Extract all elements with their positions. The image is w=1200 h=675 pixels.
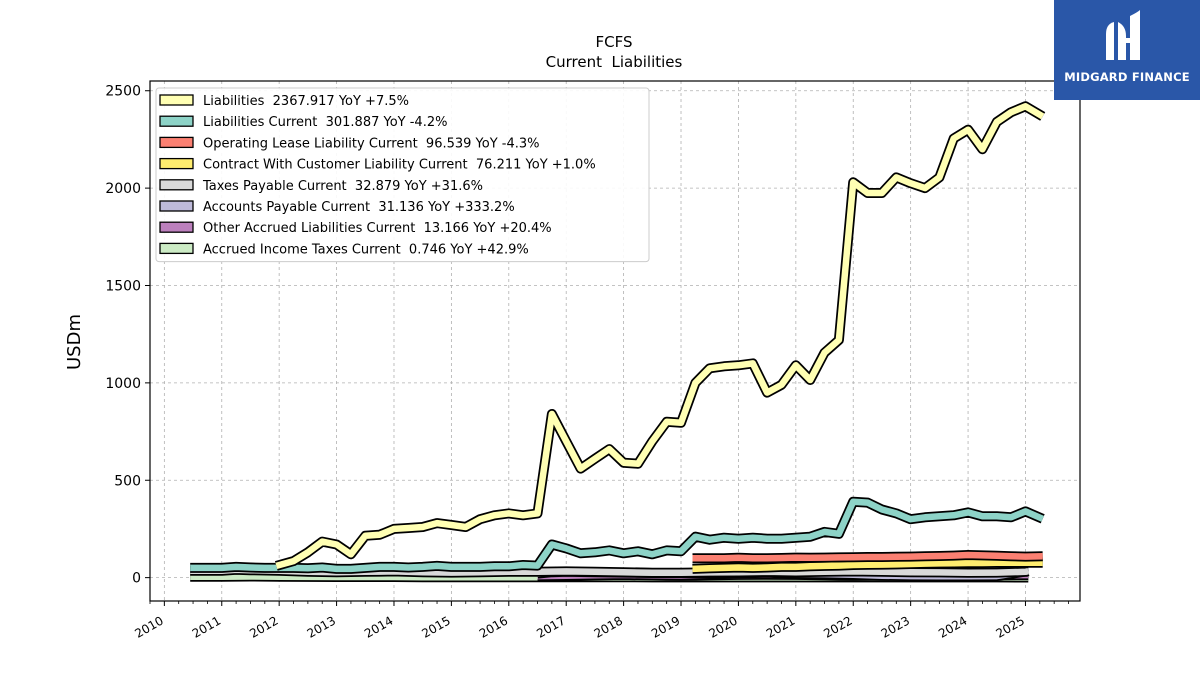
legend-swatch bbox=[159, 221, 194, 233]
legend-label: Operating Lease Liability Current 96.539… bbox=[203, 136, 540, 151]
legend-swatch bbox=[159, 94, 194, 106]
series-2 bbox=[692, 550, 1043, 564]
y-tick-label: 1000 bbox=[105, 376, 141, 392]
legend-label: Other Accrued Liabilities Current 13.166… bbox=[203, 221, 552, 236]
y-tick-label: 500 bbox=[114, 473, 141, 489]
legend-swatch bbox=[159, 179, 194, 191]
x-tick-label: 2016 bbox=[477, 613, 510, 640]
x-tick-label: 2011 bbox=[190, 613, 223, 640]
legend-swatch bbox=[159, 157, 194, 170]
x-tick-label: 2017 bbox=[534, 613, 567, 640]
brand-name: MIDGARD FINANCE bbox=[1064, 70, 1190, 84]
legend-label: Accrued Income Taxes Current 0.746 YoY +… bbox=[203, 242, 529, 257]
series-line bbox=[692, 559, 1043, 573]
legend-label: Accounts Payable Current 31.136 YoY +333… bbox=[203, 200, 515, 215]
series-line bbox=[190, 498, 1044, 573]
legend-swatch bbox=[159, 200, 194, 212]
legend-label: Liabilities 2367.917 YoY +7.5% bbox=[203, 94, 409, 109]
x-tick-label: 2013 bbox=[305, 613, 338, 640]
y-tick-label: 1500 bbox=[105, 278, 141, 294]
x-tick-label: 2025 bbox=[994, 613, 1027, 640]
series-line bbox=[692, 551, 1043, 562]
legend-box bbox=[155, 87, 650, 263]
y-tick-label: 2500 bbox=[105, 84, 141, 100]
x-tick-label: 2023 bbox=[879, 613, 912, 640]
x-tick-label: 2022 bbox=[821, 613, 854, 640]
mh-monogram-icon bbox=[1106, 10, 1140, 60]
x-tick-label: 2014 bbox=[362, 613, 395, 640]
x-tick-label: 2010 bbox=[132, 613, 165, 640]
x-tick-label: 2020 bbox=[706, 613, 739, 640]
x-tick-label: 2024 bbox=[936, 613, 969, 640]
legend-label: Liabilities Current 301.887 YoY -4.2% bbox=[203, 115, 447, 130]
legend-swatch bbox=[159, 136, 194, 149]
series-1 bbox=[190, 496, 1045, 574]
legend-label: Taxes Payable Current 32.879 YoY +31.6% bbox=[202, 179, 483, 194]
series-0 bbox=[274, 101, 1046, 571]
x-tick-label: 2012 bbox=[247, 613, 280, 640]
legend-swatch bbox=[159, 242, 194, 255]
x-tick-label: 2015 bbox=[419, 613, 452, 640]
series-layer bbox=[190, 101, 1046, 583]
chart-subtitle: Current Liabilities bbox=[546, 53, 683, 71]
chart-title: FCFS bbox=[596, 33, 633, 51]
brand-logo: MIDGARD FINANCE bbox=[1054, 0, 1200, 100]
x-tick-label: 2019 bbox=[649, 613, 682, 640]
series-line bbox=[275, 103, 1045, 570]
y-tick-label: 2000 bbox=[105, 181, 141, 197]
x-tick-label: 2021 bbox=[764, 613, 797, 640]
y-axis-label: USDm bbox=[64, 314, 85, 370]
legend: Liabilities 2367.917 YoY +7.5% Liabilitie… bbox=[155, 87, 650, 263]
y-tick-label: 0 bbox=[132, 571, 141, 587]
x-tick-label: 2018 bbox=[592, 613, 625, 640]
legend-label: Contract With Customer Liability Current… bbox=[203, 158, 596, 173]
series-3 bbox=[692, 557, 1043, 574]
plot-frame bbox=[149, 80, 1081, 602]
legend-swatch bbox=[159, 115, 194, 127]
